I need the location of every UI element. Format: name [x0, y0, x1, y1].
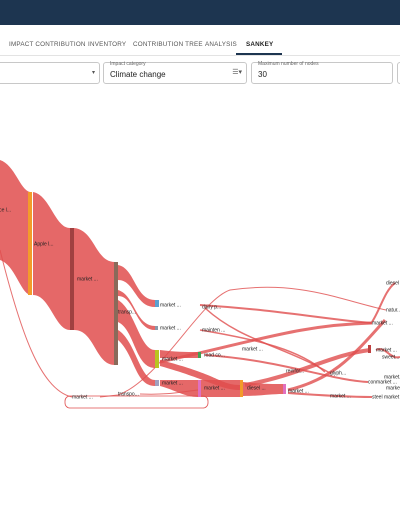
- node-label: diesel: [386, 280, 399, 286]
- tab[interactable]: CONTRIBUTION TREE: [133, 41, 203, 48]
- node-label: ice l...: [0, 207, 11, 213]
- node: [240, 380, 243, 397]
- node: [114, 262, 118, 365]
- node: [70, 228, 74, 330]
- node-label: market ...: [160, 325, 181, 331]
- link: [375, 347, 400, 359]
- node: [198, 380, 201, 397]
- node-label: steel market: [372, 394, 400, 400]
- link: [199, 304, 373, 324]
- link: [371, 282, 396, 323]
- link: [287, 319, 387, 392]
- tab-indicator: [236, 53, 282, 55]
- node-label: market ...: [72, 394, 93, 400]
- node-label: market ...: [77, 276, 98, 282]
- link: [160, 380, 198, 397]
- node-label: Apple l...: [34, 241, 53, 247]
- node-label: natur...: [386, 307, 400, 313]
- node-label: glyph...: [330, 370, 346, 376]
- link: [0, 249, 73, 398]
- node-label: road co...: [204, 352, 225, 358]
- app-bar: [0, 0, 400, 25]
- tab[interactable]: INVENTORY: [88, 41, 127, 48]
- node-label: transp...: [118, 309, 136, 315]
- node: [155, 380, 159, 386]
- link: [204, 354, 369, 383]
- link: [0, 160, 30, 295]
- link: [287, 392, 373, 398]
- node-label: transpo...: [118, 391, 139, 397]
- select[interactable]: Impact category Climate change ☰▾: [103, 61, 247, 84]
- node-label: market ...: [162, 356, 183, 362]
- tab[interactable]: ANALYSIS: [205, 41, 237, 48]
- input[interactable]: Maximum number of nodes 30: [251, 61, 393, 84]
- link: [99, 286, 387, 398]
- node-label: mainten ...: [202, 327, 225, 333]
- node-label: market ...: [204, 385, 225, 391]
- field-value: Climate change: [110, 70, 166, 79]
- highlight: [64, 395, 209, 409]
- link: [118, 265, 155, 307]
- link: [118, 300, 155, 368]
- tab[interactable]: SANKEY: [246, 41, 274, 48]
- tab[interactable]: IMPACT CONTRIBUTION: [9, 41, 86, 48]
- node: [155, 326, 158, 330]
- link: [159, 321, 373, 364]
- node: [155, 300, 159, 307]
- node-label: dairy p...: [202, 304, 221, 310]
- node-label: market ...: [160, 302, 181, 308]
- node: [28, 192, 32, 295]
- node-label: market ...: [288, 388, 309, 394]
- select[interactable]: ▾: [0, 62, 100, 84]
- link: [204, 307, 331, 374]
- node-label: market ...: [162, 380, 183, 386]
- link: [160, 360, 240, 390]
- node: [368, 345, 371, 353]
- node-label: market...: [384, 374, 400, 380]
- field-value: 30: [258, 70, 267, 79]
- field-label: Impact category: [110, 61, 146, 67]
- tab-bar: IMPACT CONTRIBUTION INVENTORY CONTRIBUTI…: [0, 37, 400, 56]
- link: [118, 330, 155, 386]
- node: [283, 384, 286, 394]
- node: [155, 350, 159, 368]
- node-label: reinfor...: [286, 368, 304, 374]
- node-label: market: [386, 385, 400, 391]
- input[interactable]: [397, 62, 400, 84]
- link: [139, 389, 199, 395]
- field-label: Maximum number of nodes: [258, 61, 319, 67]
- link: [243, 382, 283, 396]
- node: [198, 352, 201, 358]
- node-label: market ...: [330, 393, 351, 399]
- node-label: market ...: [242, 346, 263, 352]
- node-label: diesel ...: [247, 385, 266, 391]
- node-label: market ...: [372, 320, 393, 326]
- node-label: market ...: [376, 347, 397, 353]
- node-label: conmarket ...: [368, 379, 397, 385]
- link: [118, 290, 155, 330]
- link: [74, 228, 115, 365]
- link: [33, 192, 70, 330]
- node-label: sweet...: [382, 354, 399, 360]
